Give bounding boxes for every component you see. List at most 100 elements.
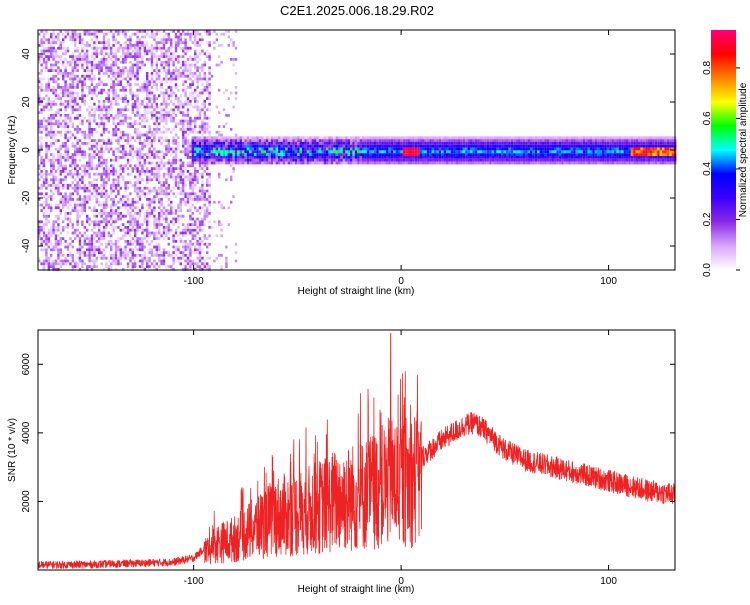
spectrogram-cell [546, 158, 550, 162]
spectrogram-cell [218, 153, 221, 156]
spectrogram-cell [126, 102, 130, 106]
spectrogram-cell [170, 52, 173, 56]
spectrogram-cell [88, 237, 91, 240]
spectrogram-cell [114, 122, 118, 126]
spectrogram-cell [148, 178, 151, 182]
spectrogram-cell [117, 156, 120, 159]
spectrogram-cell [266, 158, 269, 162]
spectrogram-cell [138, 133, 142, 137]
spectrogram-cell [52, 32, 55, 36]
spectrogram-cell [52, 161, 55, 165]
spectrogram-cell [98, 69, 101, 72]
spectrogram-cell [62, 88, 65, 92]
spectrogram-cell [186, 268, 190, 271]
spectrogram-cell [294, 139, 298, 142]
spectrogram-cell [438, 142, 442, 145]
spectrogram-cell [494, 147, 497, 151]
spectrogram-cell [189, 214, 192, 218]
spectrogram-cell [42, 119, 46, 123]
spectrogram-cell [95, 63, 98, 67]
spectrogram-cell [206, 77, 209, 81]
spectrogram-cell [213, 161, 216, 165]
spectrogram-cell [477, 139, 480, 142]
spectrogram-cell [136, 130, 139, 134]
spectrogram-cell [186, 195, 190, 198]
spectrogram-cell [110, 209, 113, 212]
spectrogram-cell [100, 46, 103, 50]
spectrogram-cell [246, 147, 250, 151]
spectrogram-cell [364, 142, 367, 145]
spectrogram-cell [489, 156, 492, 159]
spectrogram-cell [330, 153, 334, 156]
spectrogram-cell [513, 153, 516, 156]
spectrogram-cell [191, 178, 194, 182]
spectrogram-cell [306, 144, 310, 148]
spectrogram-cell [83, 209, 86, 212]
spectrogram-cell [143, 251, 146, 254]
spectrogram-cell [167, 86, 170, 89]
spectrogram-cell [448, 161, 451, 165]
spectrogram-cell [148, 189, 151, 193]
spectrogram-cell [170, 265, 173, 268]
spectrogram-cell [405, 158, 408, 162]
spectrogram-cell [50, 231, 53, 235]
spectrogram-cell [429, 158, 432, 162]
spectrogram-cell [191, 139, 194, 142]
spectrogram-cell [486, 150, 490, 154]
spectrogram-cell [153, 153, 156, 156]
spectrogram-cell [105, 192, 108, 196]
spectrogram-cell [186, 69, 190, 72]
spectrogram-cell [59, 170, 62, 173]
spectrogram-cell [131, 72, 134, 75]
spectrogram-cell [126, 226, 130, 229]
spectrogram-cell [45, 119, 48, 123]
spectrogram-cell [218, 223, 221, 226]
spectrogram-cell [136, 114, 139, 117]
spectrogram-cell [143, 172, 146, 176]
spectrogram-cell [203, 234, 206, 238]
spectrogram-cell [438, 144, 442, 148]
spectrogram-cell [198, 72, 202, 75]
spectrogram-cell [93, 262, 96, 266]
spectrogram-cell [191, 80, 194, 84]
spectrogram-cell [155, 77, 158, 81]
spectrogram-cell [88, 164, 91, 168]
spectrogram-cell [150, 105, 154, 109]
spectrogram-cell [162, 237, 166, 240]
spectrogram-cell [400, 144, 403, 148]
spectrogram-cell [489, 158, 492, 162]
spectrogram-cell [225, 144, 228, 148]
spectrogram-cell [460, 153, 463, 156]
spectrogram-cell [196, 265, 199, 268]
spectrogram-cell [102, 139, 106, 142]
spectrogram-cell [110, 268, 113, 271]
spectrogram-cell [186, 133, 190, 137]
spectrogram-cell [196, 74, 199, 78]
spectrogram-cell [117, 226, 120, 229]
spectrogram-cell [122, 237, 125, 240]
spectrogram-cell [362, 161, 365, 165]
spectrogram-cell [280, 144, 283, 148]
spectrogram-cell [278, 156, 281, 159]
spectrogram-cell [549, 153, 552, 156]
spectrogram-cell [45, 186, 48, 190]
spectrogram-cell [311, 136, 314, 140]
spectrogram-cell [278, 153, 281, 156]
spectrogram-cell [172, 150, 175, 154]
spectrogram-cell [69, 251, 72, 254]
spectrogram-cell [76, 55, 79, 58]
spectrogram-cell [45, 150, 48, 154]
spectrogram-cell [117, 164, 120, 168]
spectrogram-cell [98, 72, 101, 75]
spectrogram-cell [40, 88, 43, 92]
spectrogram-cell [172, 69, 175, 72]
spectrogram-cell [141, 60, 144, 64]
spectrogram-cell [54, 60, 58, 64]
spectrogram-cell [208, 72, 211, 75]
spectrogram-cell [246, 153, 250, 156]
spectrogram-cell [126, 44, 130, 47]
spectrogram-cell [110, 66, 113, 70]
spectrogram-cell [45, 203, 48, 207]
spectrogram-cell [122, 55, 125, 58]
spectrogram-cell [114, 220, 118, 224]
